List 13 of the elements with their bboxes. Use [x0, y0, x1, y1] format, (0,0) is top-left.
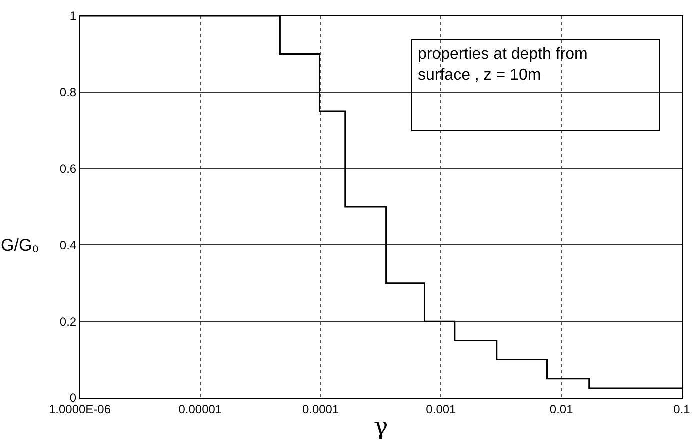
y-axis-title: G/G₀: [1, 236, 40, 255]
y-tick-label: 0.6: [60, 162, 77, 176]
x-tick-label: 0.1: [674, 402, 691, 416]
y-tick-label: 0.4: [60, 238, 77, 252]
y-tick-label: 0.8: [60, 86, 77, 100]
annotation: properties at depth from surface , z = 10m: [418, 46, 588, 84]
x-tick-label: 0.00001: [178, 402, 222, 416]
x-axis-title: γ: [374, 412, 388, 441]
x-tick-label: 0.001: [426, 402, 457, 416]
x-tick-label: 0.0001: [302, 402, 340, 416]
y-tick-label: 0.2: [60, 314, 77, 329]
x-tick-label: 0.01: [550, 402, 574, 416]
y-tick-label: 1: [70, 9, 77, 24]
